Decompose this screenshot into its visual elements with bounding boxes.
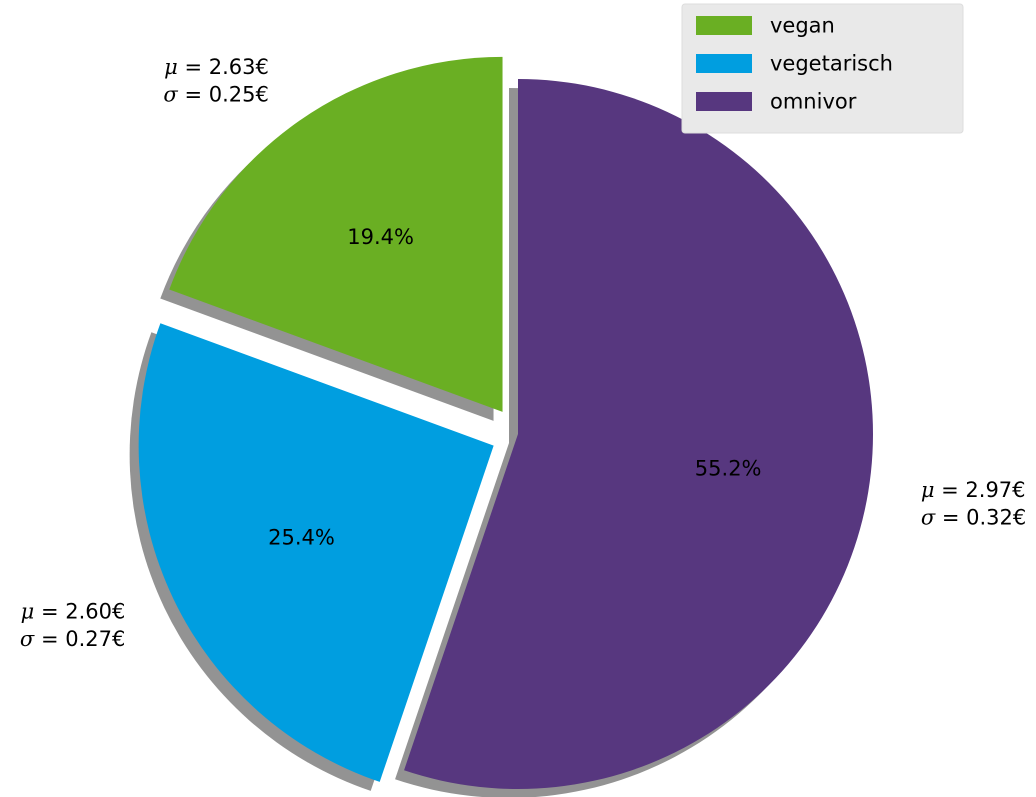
legend: vegan vegetarisch omnivor: [681, 3, 964, 134]
legend-swatch-vegetarisch: [696, 54, 752, 73]
legend-label-omnivor: omnivor: [770, 90, 857, 114]
mean-symbol: μ: [21, 600, 35, 624]
std-value: = 0.32€: [935, 506, 1026, 530]
percent-label-vegan: 19.4%: [347, 225, 414, 249]
mean-value: = 2.63€: [178, 55, 269, 79]
legend-label-vegetarisch: vegetarisch: [770, 52, 893, 76]
legend-background: [681, 3, 964, 134]
pie-slices: [138, 56, 874, 789]
std-symbol: σ: [921, 506, 936, 530]
stat-label-vegan: μ = 2.63€ σ = 0.25€: [163, 55, 268, 106]
pie-slice-omnivor: [404, 79, 874, 789]
std-symbol: σ: [163, 82, 178, 106]
percent-label-omnivor: 55.2%: [695, 457, 762, 481]
stat-label-omnivor: μ = 2.97€ σ = 0.32€: [921, 478, 1026, 529]
std-symbol: σ: [20, 627, 35, 651]
stat-label-vegetarisch: μ = 2.60€ σ = 0.27€: [20, 600, 125, 651]
std-value: = 0.27€: [34, 627, 125, 651]
pie-slice-vegetarisch: [138, 323, 494, 782]
pie-slice-vegan: [169, 56, 503, 412]
mean-symbol: μ: [164, 55, 178, 79]
legend-swatch-vegan: [696, 16, 752, 35]
mean-symbol: μ: [921, 478, 935, 502]
stat-labels: μ = 2.63€ σ = 0.25€μ = 2.60€ σ = 0.27€μ = …: [20, 55, 1026, 651]
percent-labels: 19.4% 25.4% 55.2%: [268, 225, 761, 549]
std-value: = 0.25€: [178, 82, 269, 106]
mean-value: = 2.97€: [934, 478, 1025, 502]
legend-swatch-omnivor: [696, 92, 752, 111]
mean-value: = 2.60€: [34, 600, 125, 624]
legend-label-vegan: vegan: [770, 14, 835, 38]
percent-label-vegetarisch: 25.4%: [268, 526, 335, 550]
